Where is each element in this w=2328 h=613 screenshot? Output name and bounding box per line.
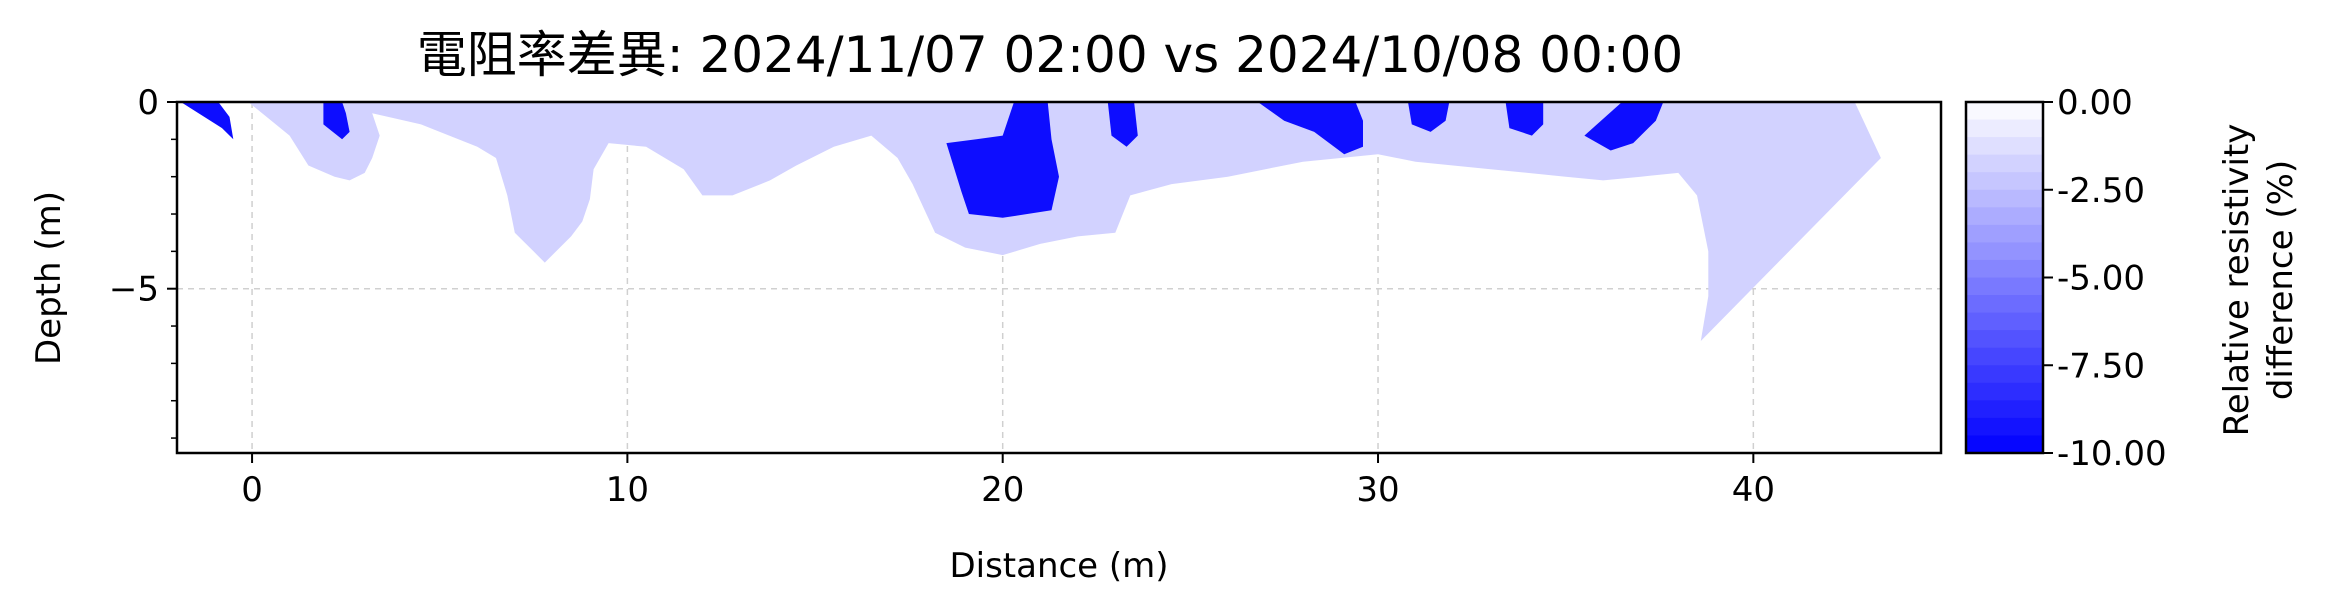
colorbar-band-11 (1966, 295, 2043, 313)
colorbar-band-6 (1966, 207, 2043, 225)
colorbar-band-9 (1966, 260, 2043, 278)
y-tick-label-0: 0 (137, 83, 159, 123)
x-tick-label-1: 10 (606, 470, 649, 510)
colorbar-band-7 (1966, 225, 2043, 243)
x-axis-label: Distance (m) (949, 546, 1168, 586)
y-tick-label-1: −5 (109, 270, 159, 310)
chart-title: 電阻率差異: 2024/11/07 02:00 vs 2024/10/08 00… (417, 26, 1684, 84)
colorbar-bands (1966, 102, 2043, 454)
colorbar-band-17 (1966, 400, 2043, 418)
x-tick-label-0: 0 (241, 470, 263, 510)
colorbar-band-1 (1966, 120, 2043, 138)
colorbar-band-8 (1966, 242, 2043, 260)
colorbar-band-19 (1966, 435, 2043, 453)
colorbar-label-line2: difference (%) (2261, 160, 2301, 400)
colorbar-band-5 (1966, 190, 2043, 208)
colorbar-band-12 (1966, 313, 2043, 331)
contour-region-dark-anomaly-a (181, 102, 234, 139)
colorbar-band-0 (1966, 102, 2043, 120)
colorbar-band-10 (1966, 278, 2043, 296)
x-ticks: 0 10 20 30 40 (241, 453, 1775, 510)
colorbar-band-16 (1966, 383, 2043, 401)
colorbar-tick-label-2: -5.00 (2057, 259, 2145, 299)
colorbar-band-13 (1966, 330, 2043, 348)
colorbar-band-14 (1966, 348, 2043, 366)
colorbar-band-4 (1966, 172, 2043, 190)
colorbar-tick-label-1: -2.50 (2057, 171, 2145, 211)
colorbar-band-3 (1966, 155, 2043, 173)
colorbar-label-line1: Relative resistivity (2217, 124, 2257, 437)
colorbar: 0.00 -2.50 -5.00 -7.50 -10.00 Relative resis… (1966, 83, 2301, 474)
contour-regions (181, 102, 1881, 341)
colorbar-band-18 (1966, 418, 2043, 436)
colorbar-tick-label-3: -7.50 (2057, 346, 2145, 386)
colorbar-tick-label-4: -10.00 (2057, 434, 2167, 474)
plot-area: 0 10 20 30 40 0 −5 (109, 83, 1941, 510)
y-ticks: 0 −5 (109, 83, 177, 438)
colorbar-tick-label-0: 0.00 (2057, 83, 2133, 123)
x-tick-label-2: 20 (981, 470, 1024, 510)
y-axis-label: Depth (m) (29, 191, 69, 365)
x-tick-label-4: 40 (1732, 470, 1775, 510)
colorbar-ticks: 0.00 -2.50 -5.00 -7.50 -10.00 (2043, 83, 2167, 474)
x-tick-label-3: 30 (1356, 470, 1399, 510)
colorbar-band-2 (1966, 137, 2043, 155)
colorbar-band-15 (1966, 365, 2043, 383)
